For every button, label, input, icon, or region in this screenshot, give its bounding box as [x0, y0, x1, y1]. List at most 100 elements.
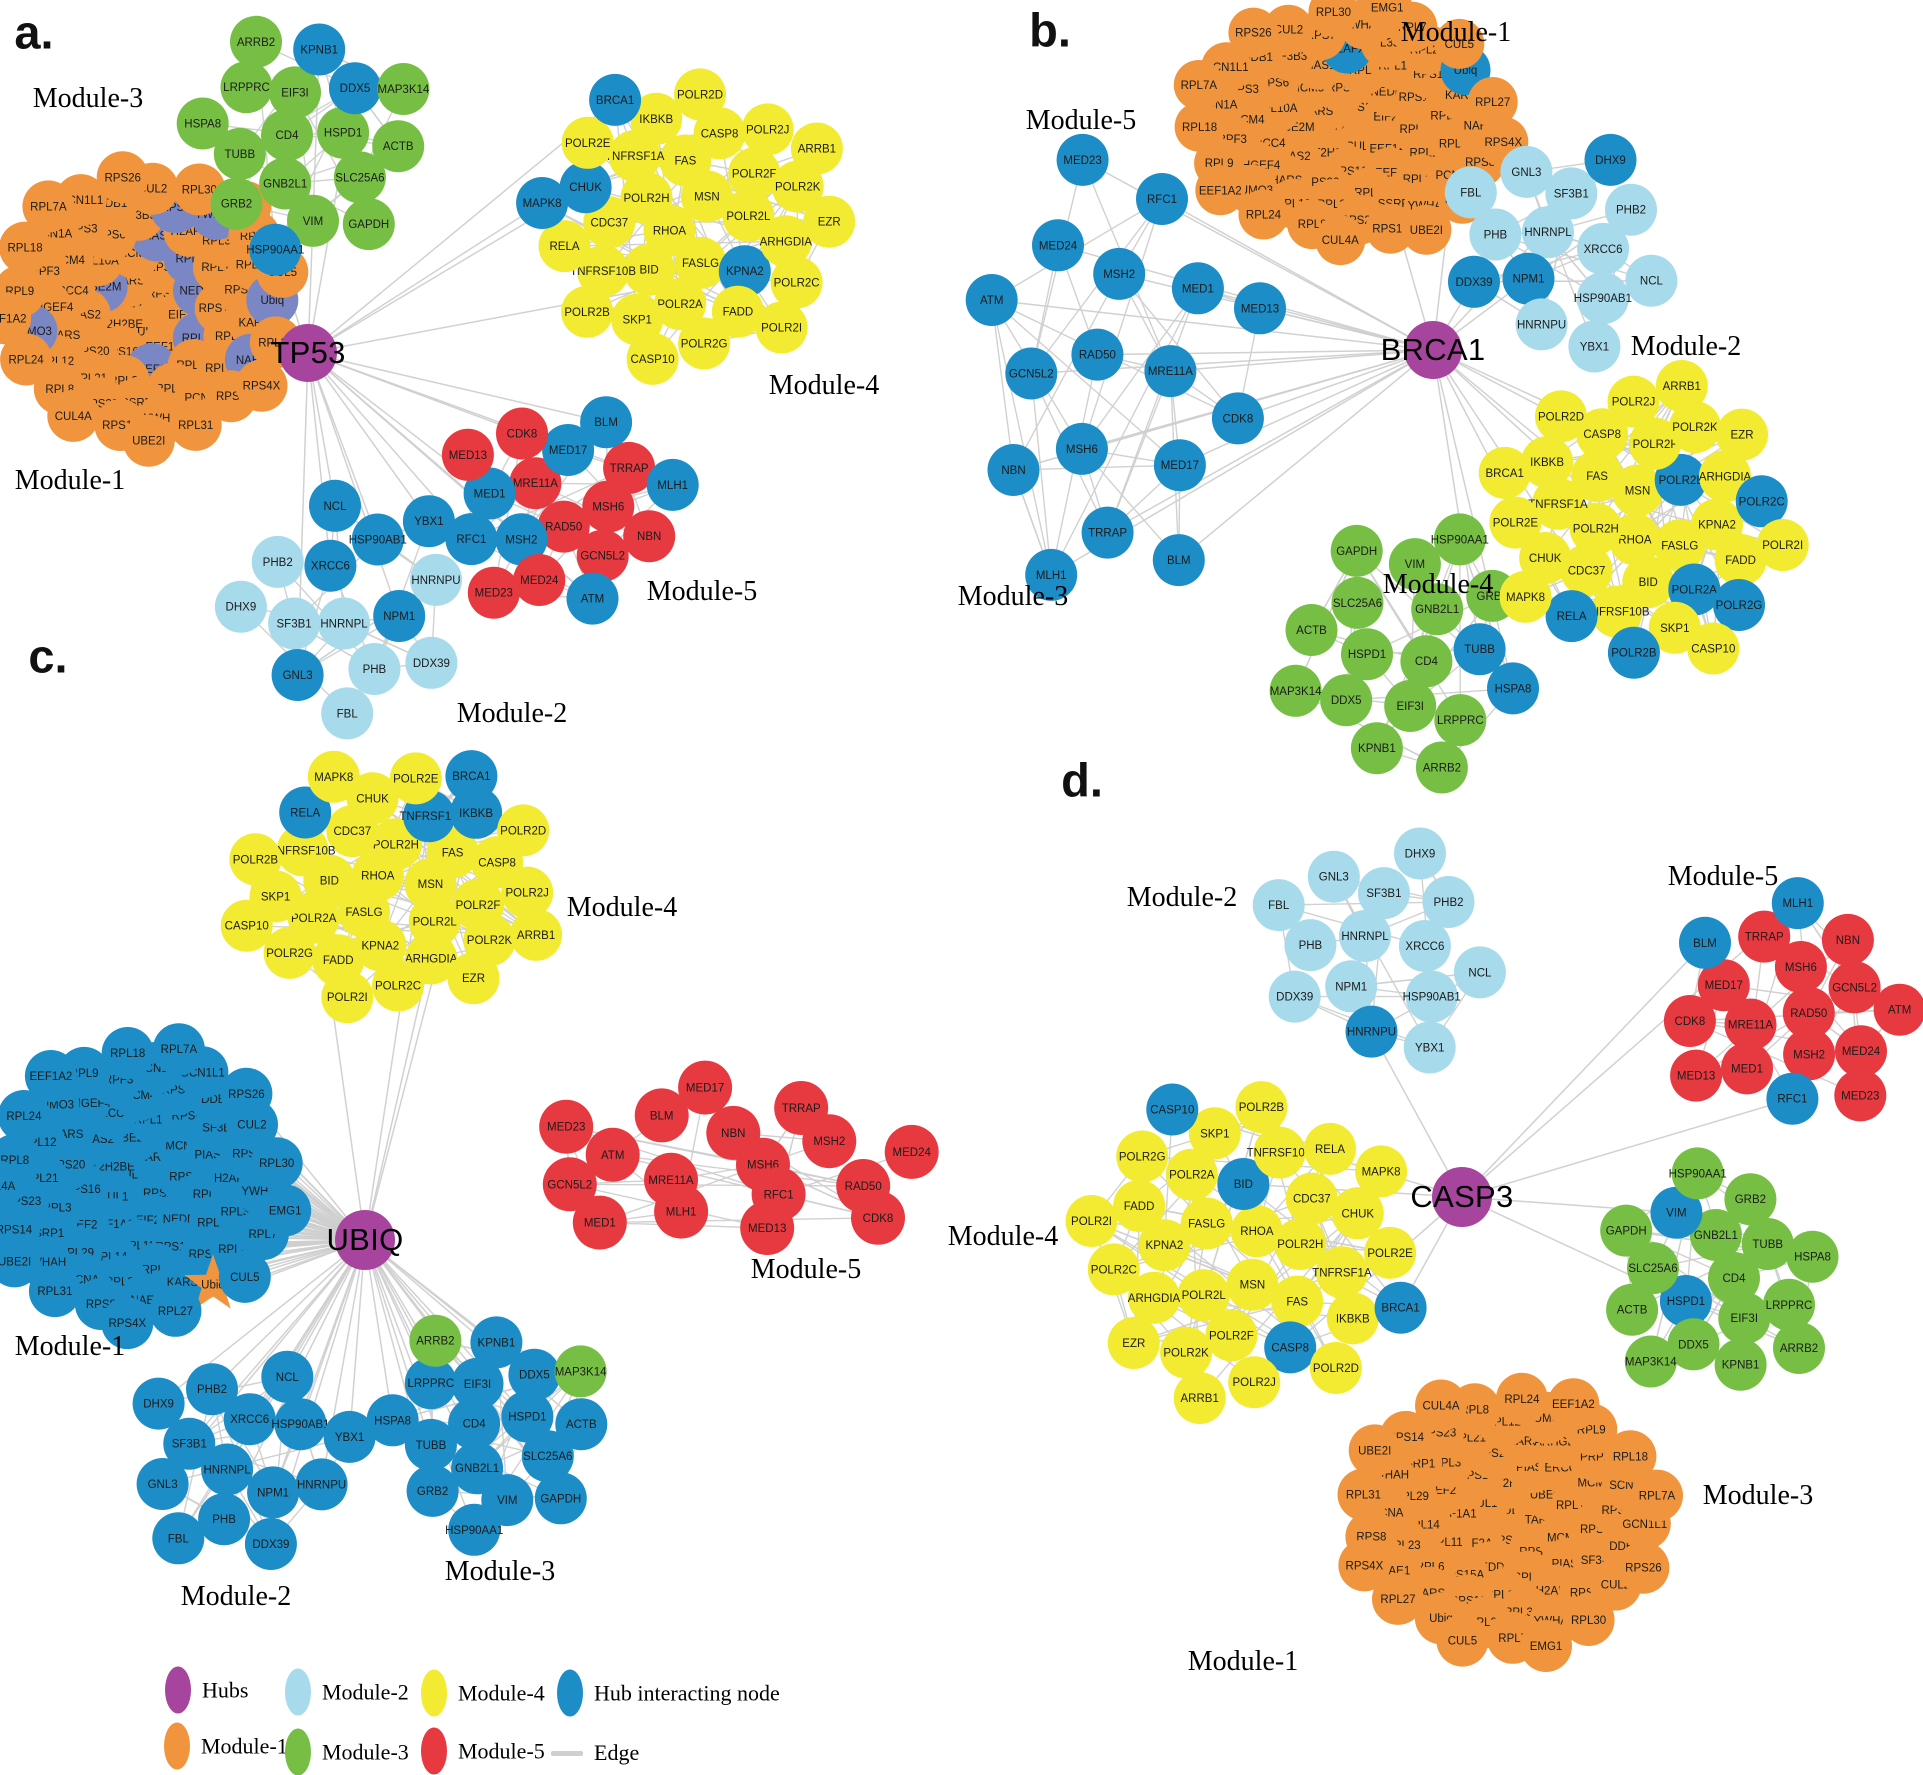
node-RHOA[interactable]: RHOA	[1608, 513, 1661, 566]
node-MAPK8[interactable]: MAPK8	[516, 177, 569, 229]
node-XRCC6[interactable]: XRCC6	[1398, 920, 1451, 972]
node-CASP8[interactable]: CASP8	[1576, 408, 1629, 461]
node-NBN[interactable]: NBN	[1821, 913, 1874, 966]
node-POLR2J[interactable]: POLR2J	[501, 866, 554, 919]
node-ATM[interactable]: ATM	[566, 572, 619, 625]
node-POLR2K[interactable]: POLR2K	[1669, 401, 1721, 454]
node-MAP3K14[interactable]: MAP3K14	[377, 63, 430, 115]
node-RPL7A[interactable]: RPL7A	[152, 1023, 205, 1076]
node-ARRB2[interactable]: ARRB2	[1773, 1322, 1825, 1374]
node-EMG1[interactable]: EMG1	[1520, 1620, 1572, 1672]
node-EMG1[interactable]: EMG1	[259, 1184, 312, 1237]
node-YBX1[interactable]: YBX1	[323, 1410, 376, 1463]
node-RPL18[interactable]: RPL18	[1174, 101, 1225, 152]
node-MED24[interactable]: MED24	[513, 554, 566, 606]
node-KPNB1[interactable]: KPNB1	[1714, 1338, 1767, 1391]
node-CUL5[interactable]: CUL5	[218, 1250, 271, 1303]
node-POLR2F[interactable]: POLR2F	[1205, 1309, 1258, 1362]
node-HNRNPL[interactable]: HNRNPL	[318, 597, 370, 650]
node-SKP1[interactable]: SKP1	[611, 293, 664, 346]
node-POLR2B[interactable]: POLR2B	[1607, 626, 1660, 679]
node-DDX39[interactable]: DDX39	[244, 1518, 297, 1570]
node-CD4[interactable]: CD4	[261, 109, 313, 162]
node-KPNA2[interactable]: KPNA2	[354, 919, 407, 972]
hub-node-UBIQ[interactable]	[335, 1210, 395, 1270]
node-RELA[interactable]: RELA	[538, 220, 591, 273]
node-NBN[interactable]: NBN	[706, 1105, 761, 1160]
node-HSPA8[interactable]: HSPA8	[176, 97, 229, 150]
node-RPS26[interactable]: RPS26	[1228, 7, 1279, 58]
node-POLR2L[interactable]: POLR2L	[1177, 1269, 1230, 1322]
node-ATM[interactable]: ATM	[1873, 983, 1923, 1036]
node-MED17[interactable]: MED17	[1697, 959, 1750, 1012]
node-HSP90AB1[interactable]: HSP90AB1	[1574, 272, 1632, 325]
node-MED17[interactable]: MED17	[1153, 439, 1206, 492]
node-BID[interactable]: BID	[1217, 1158, 1270, 1210]
node-MSH6[interactable]: MSH6	[1055, 422, 1108, 475]
node-KPNA2[interactable]: KPNA2	[718, 245, 771, 298]
node-HNRNPU[interactable]: HNRNPU	[410, 553, 462, 606]
node-GRB2[interactable]: GRB2	[1724, 1173, 1777, 1226]
node-MRE11A[interactable]: MRE11A	[1724, 998, 1777, 1051]
node-GCN5L2[interactable]: GCN5L2	[576, 529, 629, 582]
node-KPNB1[interactable]: KPNB1	[470, 1316, 523, 1369]
node-POLR2I[interactable]: POLR2I	[1756, 519, 1809, 571]
node-POLR2I[interactable]: POLR2I	[321, 971, 374, 1024]
node-POLR2K[interactable]: POLR2K	[1160, 1326, 1213, 1379]
node-MRE11A[interactable]: MRE11A	[509, 457, 562, 510]
node-RPL18[interactable]: RPL18	[101, 1027, 154, 1079]
node-DDX39[interactable]: DDX39	[1448, 255, 1500, 308]
node-CASP10[interactable]: CASP10	[1146, 1083, 1199, 1136]
node-POLR2D[interactable]: POLR2D	[674, 68, 726, 121]
node-MED23[interactable]: MED23	[1056, 133, 1109, 186]
node-POLR2A[interactable]: POLR2A	[1668, 563, 1721, 616]
node-POLR2I[interactable]: POLR2I	[1065, 1195, 1118, 1247]
node-MED13[interactable]: MED13	[1670, 1049, 1723, 1102]
node-ARHGDIA[interactable]: ARHGDIA	[1128, 1271, 1181, 1324]
node-UBE2I[interactable]: UBE2I	[122, 414, 175, 467]
node-CASP10[interactable]: CASP10	[220, 899, 273, 952]
node-UBE2I[interactable]: UBE2I	[1348, 1424, 1401, 1477]
node-HSP90AA1[interactable]: HSP90AA1	[445, 1503, 503, 1556]
node-TRRAP[interactable]: TRRAP	[1738, 910, 1791, 963]
node-RFC1[interactable]: RFC1	[445, 513, 498, 566]
node-POLR2D[interactable]: POLR2D	[1535, 390, 1587, 443]
node-TRRAP[interactable]: TRRAP	[603, 441, 656, 494]
node-POLR2E[interactable]: POLR2E	[1489, 496, 1542, 549]
node-YBX1[interactable]: YBX1	[402, 495, 455, 548]
node-GAPDH[interactable]: GAPDH	[342, 198, 395, 251]
node-CDC37[interactable]: CDC37	[1285, 1172, 1338, 1225]
node-DHX9[interactable]: DHX9	[214, 580, 267, 633]
node-POLR2C[interactable]: POLR2C	[1735, 475, 1788, 528]
node-MSH6[interactable]: MSH6	[1774, 941, 1827, 993]
node-POLR2G[interactable]: POLR2G	[1713, 579, 1765, 631]
node-FBL[interactable]: FBL	[1444, 166, 1497, 219]
node-CUL4A[interactable]: CUL4A	[0, 1160, 23, 1212]
node-CDK8[interactable]: CDK8	[1663, 995, 1716, 1047]
node-RPL31[interactable]: RPL31	[1337, 1468, 1390, 1521]
node-MED13[interactable]: MED13	[1234, 282, 1286, 335]
node-VIM[interactable]: VIM	[287, 194, 339, 247]
node-FAS[interactable]: FAS	[1571, 450, 1624, 503]
node-MRE11A[interactable]: MRE11A	[1144, 345, 1197, 398]
node-HSPD1[interactable]: HSPD1	[317, 106, 370, 159]
node-MED1[interactable]: MED1	[1721, 1042, 1773, 1095]
hub-node-TP53[interactable]	[279, 324, 337, 382]
node-RAD50[interactable]: RAD50	[1071, 328, 1124, 381]
node-GNB2L1[interactable]: GNB2L1	[259, 157, 312, 210]
node-RAD50[interactable]: RAD50	[537, 500, 590, 553]
node-POLR2J[interactable]: POLR2J	[1607, 375, 1660, 428]
node-MED13[interactable]: MED13	[740, 1201, 795, 1255]
node-RPL27[interactable]: RPL27	[149, 1284, 202, 1337]
node-MED24[interactable]: MED24	[1032, 219, 1084, 272]
node-RFC1[interactable]: RFC1	[1136, 173, 1188, 225]
node-SLC25A6[interactable]: SLC25A6	[333, 151, 386, 204]
node-SF3B1[interactable]: SF3B1	[268, 597, 321, 650]
node-CDC37[interactable]: CDC37	[1560, 544, 1613, 597]
node-POLR2F[interactable]: POLR2F	[1629, 417, 1681, 470]
node-GNL3[interactable]: GNL3	[271, 649, 324, 701]
node-MED23[interactable]: MED23	[467, 566, 520, 619]
node-RPS4X[interactable]: RPS4X	[235, 359, 288, 412]
node-RFC1[interactable]: RFC1	[1766, 1072, 1819, 1125]
node-ARRB2[interactable]: ARRB2	[1415, 741, 1468, 794]
